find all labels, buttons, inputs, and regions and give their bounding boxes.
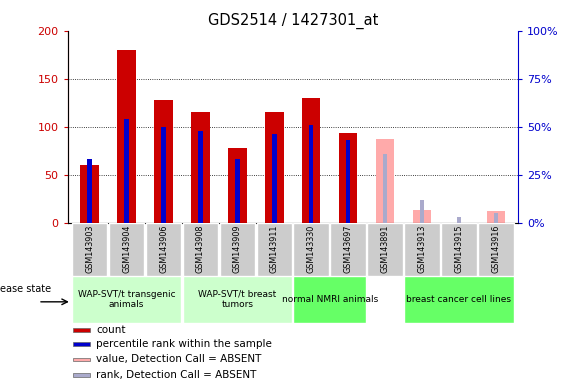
FancyBboxPatch shape <box>441 223 477 276</box>
Text: GSM143903: GSM143903 <box>85 225 94 273</box>
Text: GSM143913: GSM143913 <box>418 225 427 273</box>
Bar <box>272 134 276 223</box>
Bar <box>81 165 99 223</box>
Bar <box>293 276 366 323</box>
Title: GDS2514 / 1427301_at: GDS2514 / 1427301_at <box>208 13 378 29</box>
Bar <box>494 213 498 223</box>
Bar <box>124 119 129 223</box>
Text: GSM143908: GSM143908 <box>196 225 205 273</box>
Bar <box>383 154 387 223</box>
Text: GSM143911: GSM143911 <box>270 225 279 273</box>
Bar <box>302 98 320 223</box>
Text: GSM143904: GSM143904 <box>122 225 131 273</box>
Bar <box>404 276 440 323</box>
Bar <box>293 276 329 323</box>
Bar <box>486 211 505 223</box>
Bar <box>235 159 240 223</box>
Bar <box>198 131 203 223</box>
Bar <box>257 276 292 323</box>
Bar <box>73 342 90 346</box>
Text: GSM143915: GSM143915 <box>454 225 463 273</box>
FancyBboxPatch shape <box>293 223 329 276</box>
Text: GSM143906: GSM143906 <box>159 225 168 273</box>
Text: GSM143916: GSM143916 <box>491 225 501 273</box>
Bar <box>220 276 255 323</box>
Bar <box>346 140 350 223</box>
Bar <box>339 134 358 223</box>
Bar <box>330 276 366 323</box>
Text: GSM143697: GSM143697 <box>343 225 352 273</box>
FancyBboxPatch shape <box>72 223 108 276</box>
FancyBboxPatch shape <box>220 223 255 276</box>
Bar <box>183 276 218 323</box>
Bar <box>265 113 284 223</box>
Text: breast cancer cell lines: breast cancer cell lines <box>406 295 511 304</box>
Bar <box>376 139 394 223</box>
FancyBboxPatch shape <box>257 223 292 276</box>
Bar <box>146 276 181 323</box>
Bar <box>183 276 292 323</box>
Bar <box>367 276 403 323</box>
Bar <box>72 276 108 323</box>
Bar <box>109 276 144 323</box>
FancyBboxPatch shape <box>183 223 218 276</box>
FancyBboxPatch shape <box>404 223 440 276</box>
Text: WAP-SVT/t transgenic
animals: WAP-SVT/t transgenic animals <box>78 290 176 309</box>
Bar <box>154 100 173 223</box>
Text: GSM143330: GSM143330 <box>307 225 316 273</box>
Bar <box>73 358 90 361</box>
Text: normal NMRI animals: normal NMRI animals <box>282 295 378 304</box>
Text: rank, Detection Call = ABSENT: rank, Detection Call = ABSENT <box>96 370 257 380</box>
Bar <box>478 276 513 323</box>
Bar <box>228 148 247 223</box>
Text: disease state: disease state <box>0 285 51 295</box>
Text: count: count <box>96 325 126 335</box>
Bar <box>420 200 424 223</box>
FancyBboxPatch shape <box>478 223 513 276</box>
FancyBboxPatch shape <box>330 223 366 276</box>
Text: WAP-SVT/t breast
tumors: WAP-SVT/t breast tumors <box>198 290 276 309</box>
Text: value, Detection Call = ABSENT: value, Detection Call = ABSENT <box>96 354 262 364</box>
Bar <box>457 217 461 223</box>
Bar <box>441 276 477 323</box>
Bar <box>73 373 90 377</box>
Bar <box>413 210 431 223</box>
Bar <box>191 113 209 223</box>
Text: percentile rank within the sample: percentile rank within the sample <box>96 339 272 349</box>
Text: GSM143909: GSM143909 <box>233 225 242 273</box>
Bar <box>118 50 136 223</box>
Bar <box>404 276 513 323</box>
Bar <box>162 127 166 223</box>
Bar <box>309 125 314 223</box>
Text: GSM143891: GSM143891 <box>381 225 390 273</box>
FancyBboxPatch shape <box>109 223 144 276</box>
Bar <box>73 328 90 332</box>
Bar <box>87 159 92 223</box>
FancyBboxPatch shape <box>146 223 181 276</box>
Bar <box>72 276 181 323</box>
FancyBboxPatch shape <box>367 223 403 276</box>
